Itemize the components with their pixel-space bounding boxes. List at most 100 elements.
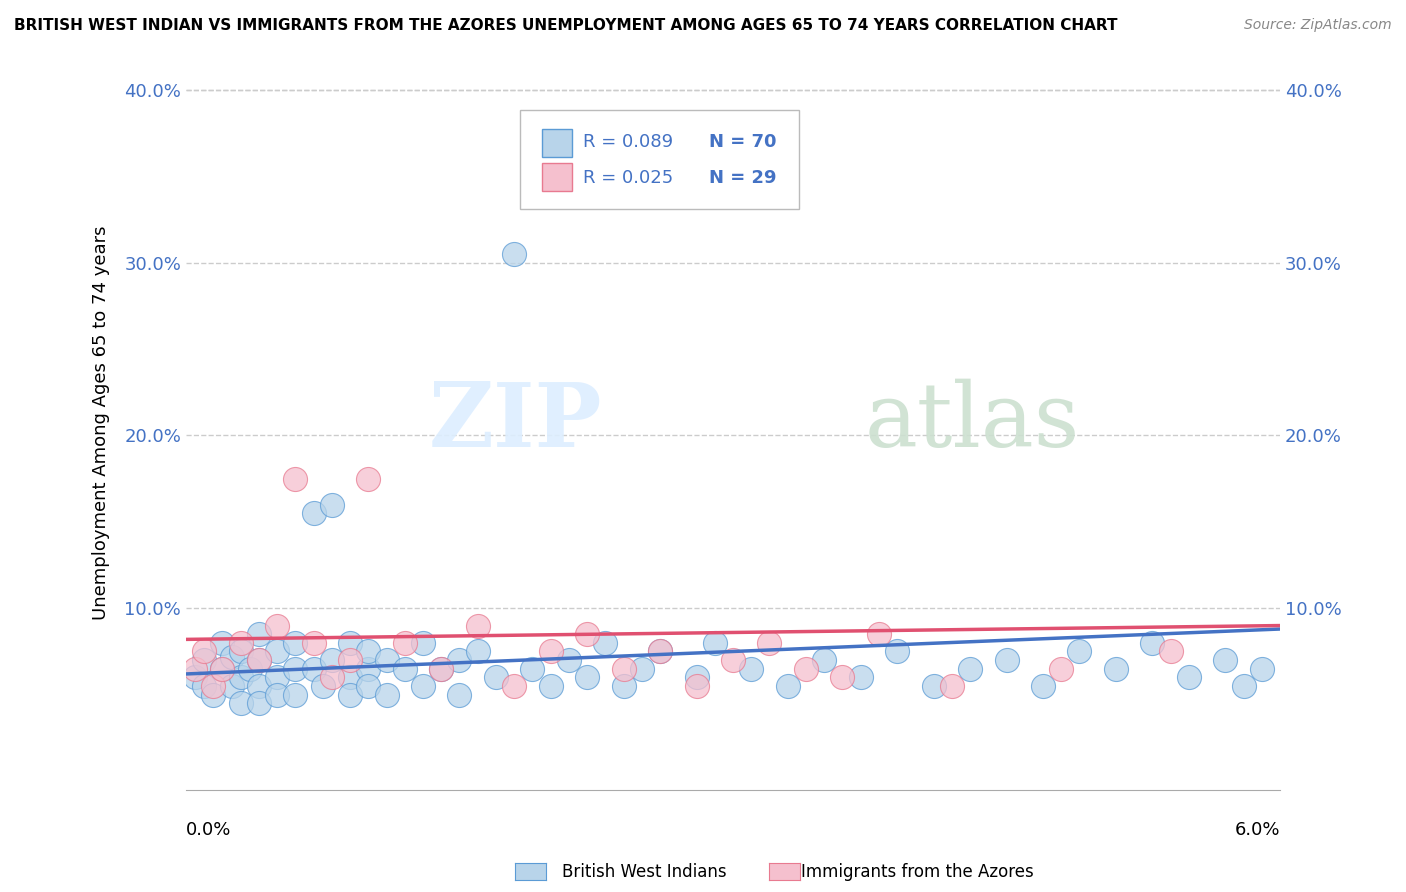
Point [202, 688, 225, 702]
Point [449, 688, 471, 702]
Point [1232, 679, 1254, 693]
Point [412, 679, 434, 693]
Point [630, 662, 652, 676]
Point [758, 636, 780, 650]
Point [211, 662, 233, 676]
Text: N = 29: N = 29 [709, 169, 776, 186]
Point [776, 679, 799, 693]
Point [613, 679, 636, 693]
Point [321, 670, 343, 684]
Point [247, 697, 270, 711]
Point [339, 670, 361, 684]
Point [922, 679, 945, 693]
Point [540, 644, 562, 658]
Point [266, 644, 288, 658]
Point [613, 662, 636, 676]
Point [703, 636, 725, 650]
Text: British West Indians: British West Indians [562, 863, 727, 881]
Point [995, 653, 1018, 667]
Point [794, 662, 817, 676]
Text: R = 0.089: R = 0.089 [583, 133, 673, 151]
Point [503, 679, 526, 693]
Point [247, 679, 270, 693]
Point [1178, 670, 1201, 684]
Point [868, 627, 890, 641]
Point [886, 644, 908, 658]
Point [576, 627, 599, 641]
Point [229, 697, 252, 711]
Bar [541, 163, 572, 191]
Point [849, 670, 872, 684]
Point [193, 644, 215, 658]
Point [1250, 662, 1272, 676]
Point [339, 636, 361, 650]
Point [721, 653, 744, 667]
Point [357, 644, 380, 658]
Point [284, 636, 307, 650]
Point [831, 670, 853, 684]
Text: R = 0.025: R = 0.025 [583, 169, 673, 186]
FancyBboxPatch shape [520, 111, 799, 210]
Point [959, 662, 981, 676]
Point [558, 653, 581, 667]
Point [211, 636, 233, 650]
Text: Immigrants from the Azores: Immigrants from the Azores [801, 863, 1035, 881]
Point [685, 670, 707, 684]
Point [321, 653, 343, 667]
Point [540, 679, 562, 693]
Point [284, 472, 307, 486]
Text: atlas: atlas [865, 379, 1080, 467]
Point [1142, 636, 1164, 650]
Point [211, 662, 233, 676]
Point [266, 670, 288, 684]
Point [247, 653, 270, 667]
Point [184, 670, 207, 684]
Point [648, 644, 671, 658]
Point [503, 247, 526, 261]
Point [193, 679, 215, 693]
Text: ZIP: ZIP [429, 379, 602, 466]
Point [266, 688, 288, 702]
Text: N = 70: N = 70 [709, 133, 776, 151]
Point [1215, 653, 1237, 667]
Point [1032, 679, 1054, 693]
Point [467, 644, 489, 658]
Point [449, 653, 471, 667]
Point [239, 662, 262, 676]
Point [193, 653, 215, 667]
Point [229, 670, 252, 684]
Point [740, 662, 762, 676]
Point [357, 662, 380, 676]
Point [357, 679, 380, 693]
Point [266, 618, 288, 632]
Point [648, 644, 671, 658]
Point [357, 472, 380, 486]
Point [302, 662, 325, 676]
Text: BRITISH WEST INDIAN VS IMMIGRANTS FROM THE AZORES UNEMPLOYMENT AMONG AGES 65 TO : BRITISH WEST INDIAN VS IMMIGRANTS FROM T… [14, 18, 1118, 33]
Point [375, 688, 398, 702]
Bar [541, 128, 572, 156]
Point [685, 679, 707, 693]
Point [284, 662, 307, 676]
Point [284, 688, 307, 702]
Point [394, 636, 416, 650]
Point [321, 498, 343, 512]
Point [430, 662, 453, 676]
Point [229, 636, 252, 650]
Point [485, 670, 508, 684]
Text: Source: ZipAtlas.com: Source: ZipAtlas.com [1244, 18, 1392, 32]
Point [1105, 662, 1128, 676]
Point [595, 636, 617, 650]
Point [221, 679, 243, 693]
Point [247, 653, 270, 667]
Point [375, 653, 398, 667]
Point [339, 688, 361, 702]
Y-axis label: Unemployment Among Ages 65 to 74 years: Unemployment Among Ages 65 to 74 years [93, 225, 110, 620]
Point [184, 662, 207, 676]
Point [576, 670, 599, 684]
Point [302, 636, 325, 650]
Point [467, 618, 489, 632]
Point [412, 636, 434, 650]
Point [1160, 644, 1182, 658]
Point [430, 662, 453, 676]
